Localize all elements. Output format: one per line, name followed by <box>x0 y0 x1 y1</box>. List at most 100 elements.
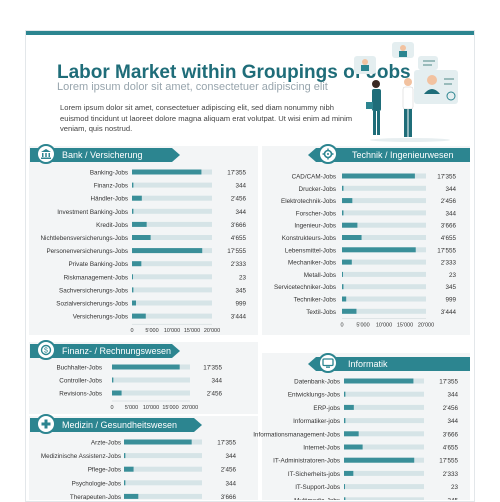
value-label: 344 <box>235 183 246 190</box>
bar <box>132 195 142 201</box>
intro-paragraph: Lorem ipsum dolor sit amet, consectetuer… <box>60 103 353 133</box>
bar <box>342 308 357 314</box>
category-label: Metall-Jobs <box>304 272 336 279</box>
section-title-bank: Bank / Versicherung <box>62 150 143 160</box>
bar-track <box>132 195 212 201</box>
bar-track <box>342 185 426 191</box>
section-header-bank: Bank / Versicherung <box>30 144 180 164</box>
category-label: Banking-Jobs <box>90 170 128 177</box>
category-label: Internet-Jobs <box>303 445 340 452</box>
category-label: Medizinische Assistenz-Jobs <box>41 453 121 460</box>
value-label: 23 <box>451 484 459 491</box>
category-label: CAD/CAM-Jobs <box>292 174 336 181</box>
category-label: Nichtlebensversicherungs-Jobs <box>41 235 129 242</box>
category-label: Sachversicherungs-Jobs <box>59 287 128 294</box>
bar-track <box>342 198 426 204</box>
bar-track <box>132 221 212 227</box>
value-label: 344 <box>447 418 458 425</box>
value-label: 17'555 <box>227 248 246 255</box>
bar <box>132 169 202 175</box>
value-label: 344 <box>225 453 236 460</box>
category-label: Therapeuten-Jobs <box>70 494 121 500</box>
bar <box>132 235 151 240</box>
bar <box>132 261 142 267</box>
category-label: Servicetechniker-Jobs <box>274 284 336 291</box>
bar <box>344 470 354 476</box>
category-label: Buchhalter-Jobs <box>56 365 102 372</box>
bar-track <box>342 296 426 302</box>
bar <box>132 182 134 188</box>
value-label: 2'333 <box>231 261 247 268</box>
category-label: IT-Administratoren-Jobs <box>273 458 340 465</box>
bar <box>344 418 346 424</box>
category-label: Forscher-Jobs <box>296 210 336 217</box>
tick-label: 20'000 <box>182 405 198 411</box>
bar-track <box>344 497 424 500</box>
bar <box>112 364 180 370</box>
bar-track <box>124 493 202 499</box>
category-label: Psychologie-Jobs <box>72 480 121 487</box>
bar <box>342 198 353 204</box>
category-label: Textil-Jobs <box>306 309 336 316</box>
value-label: 3'666 <box>231 222 247 229</box>
bar <box>342 210 344 216</box>
bar <box>342 185 344 191</box>
value-label: 17'555 <box>439 458 458 465</box>
bar <box>124 453 126 459</box>
category-label: Pflege-Jobs <box>88 467 121 474</box>
bar <box>132 287 134 293</box>
category-label: Ingenieur-Jobs <box>294 223 336 230</box>
value-label: 344 <box>225 480 236 487</box>
category-label: Drucker-Jobs <box>299 186 336 193</box>
value-label: 2'456 <box>231 196 247 203</box>
bar <box>132 208 134 214</box>
bar <box>344 391 346 397</box>
category-label: Sozialversicherungs-Jobs <box>56 301 128 308</box>
value-label: 2'333 <box>443 471 459 478</box>
category-label: Personenversicherungs-Jobs <box>46 248 128 255</box>
category-label: Lebensmittel-Jobs <box>285 247 336 254</box>
bar <box>342 296 347 302</box>
category-label: Kredit-Jobs <box>96 222 128 229</box>
bar-track <box>342 284 426 290</box>
value-label: 344 <box>447 392 458 399</box>
bar <box>344 378 414 384</box>
bar-track <box>112 390 190 396</box>
bar <box>132 313 146 319</box>
value-label: 999 <box>235 301 246 308</box>
bar-track <box>344 404 424 410</box>
bar-track <box>112 377 190 383</box>
bar <box>344 497 346 500</box>
value-label: 2'456 <box>443 405 459 412</box>
value-label: 2'333 <box>441 260 457 267</box>
category-label: Entwicklungs-Jobs <box>288 392 340 399</box>
bar-track <box>342 259 426 265</box>
category-label: Revisions-Jobs <box>59 391 102 398</box>
section-title-finanz: Finanz- / Rechnungswesen <box>62 346 172 356</box>
bar <box>132 300 136 306</box>
value-label: 17'355 <box>437 174 456 181</box>
value-label: 2'456 <box>207 391 223 398</box>
bar <box>124 466 134 472</box>
tick-label: 5'000 <box>356 323 369 329</box>
tick-label: 20'000 <box>418 323 434 329</box>
bar-track <box>124 480 202 486</box>
value-label: 17'355 <box>227 170 246 177</box>
category-label: Versicherungs-Jobs <box>73 314 128 321</box>
bar-track <box>344 470 424 476</box>
bar <box>344 484 345 490</box>
category-label: Multimedia-Jobs <box>294 497 340 500</box>
value-label: 17'355 <box>203 365 222 372</box>
bar-track <box>132 208 212 214</box>
bar-track <box>132 287 212 293</box>
value-label: 23 <box>239 274 247 281</box>
section-title-medizin: Medizin / Gesundheitswesen <box>62 420 178 430</box>
value-label: 345 <box>447 497 458 500</box>
category-label: Arzte-Jobs <box>91 440 121 447</box>
category-label: Mechaniker-Jobs <box>288 260 336 267</box>
coin-icon: $ <box>36 340 56 360</box>
bar-track <box>132 313 212 319</box>
